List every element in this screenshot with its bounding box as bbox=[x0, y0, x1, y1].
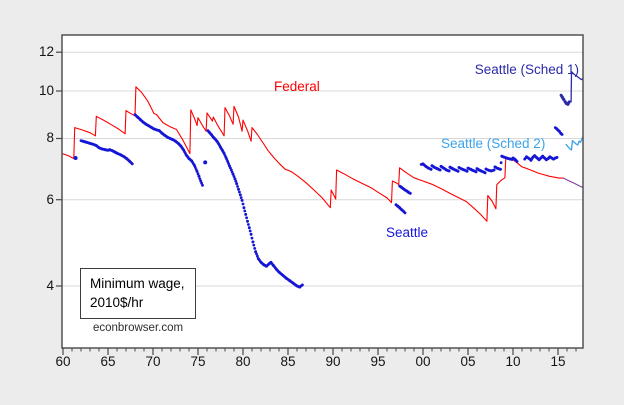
series-seattle-sched-1- bbox=[559, 93, 571, 106]
seattle-sched2-series-label: Seattle (Sched 2) bbox=[441, 136, 546, 151]
chart-title-line2: 2010$/hr bbox=[90, 295, 144, 310]
plot-frame bbox=[61, 34, 584, 349]
x-tick-label: 80 bbox=[235, 354, 251, 369]
series-seattle-sched-2-schedule bbox=[565, 135, 583, 151]
federal-series-label: Federal bbox=[274, 79, 320, 94]
series-seattle bbox=[73, 113, 564, 289]
x-tick-label: 85 bbox=[280, 354, 296, 369]
x-tick-label: 90 bbox=[325, 354, 341, 369]
y-tick-label: 8 bbox=[46, 130, 54, 146]
series-federal bbox=[62, 86, 564, 222]
seattle-sched1-series-label: Seattle (Sched 1) bbox=[474, 62, 579, 77]
x-tick-label: 10 bbox=[505, 354, 521, 369]
x-tick-label: 60 bbox=[55, 354, 71, 369]
series-federal-projection- bbox=[562, 177, 583, 189]
y-tick-label: 6 bbox=[46, 191, 54, 207]
watermark: econbrowser.com bbox=[92, 322, 184, 334]
x-tick-label: 05 bbox=[460, 354, 476, 369]
y-tick-label: 10 bbox=[38, 83, 54, 98]
x-tick-label: 95 bbox=[370, 354, 386, 369]
seattle-series-label: Seattle bbox=[386, 225, 429, 240]
x-tick-label: 75 bbox=[190, 354, 206, 369]
x-tick-label: 15 bbox=[550, 354, 566, 369]
x-tick-label: 00 bbox=[415, 354, 431, 369]
x-tick-label: 65 bbox=[100, 354, 116, 369]
chart-title-box: Minimum wage, 2010$/hr bbox=[80, 268, 196, 319]
y-tick-label: 4 bbox=[46, 277, 54, 293]
y-tick-label: 12 bbox=[38, 44, 54, 60]
x-tick-label: 70 bbox=[145, 354, 161, 369]
chart-title-line1: Minimum wage, bbox=[90, 276, 185, 291]
series-layer bbox=[62, 71, 583, 289]
